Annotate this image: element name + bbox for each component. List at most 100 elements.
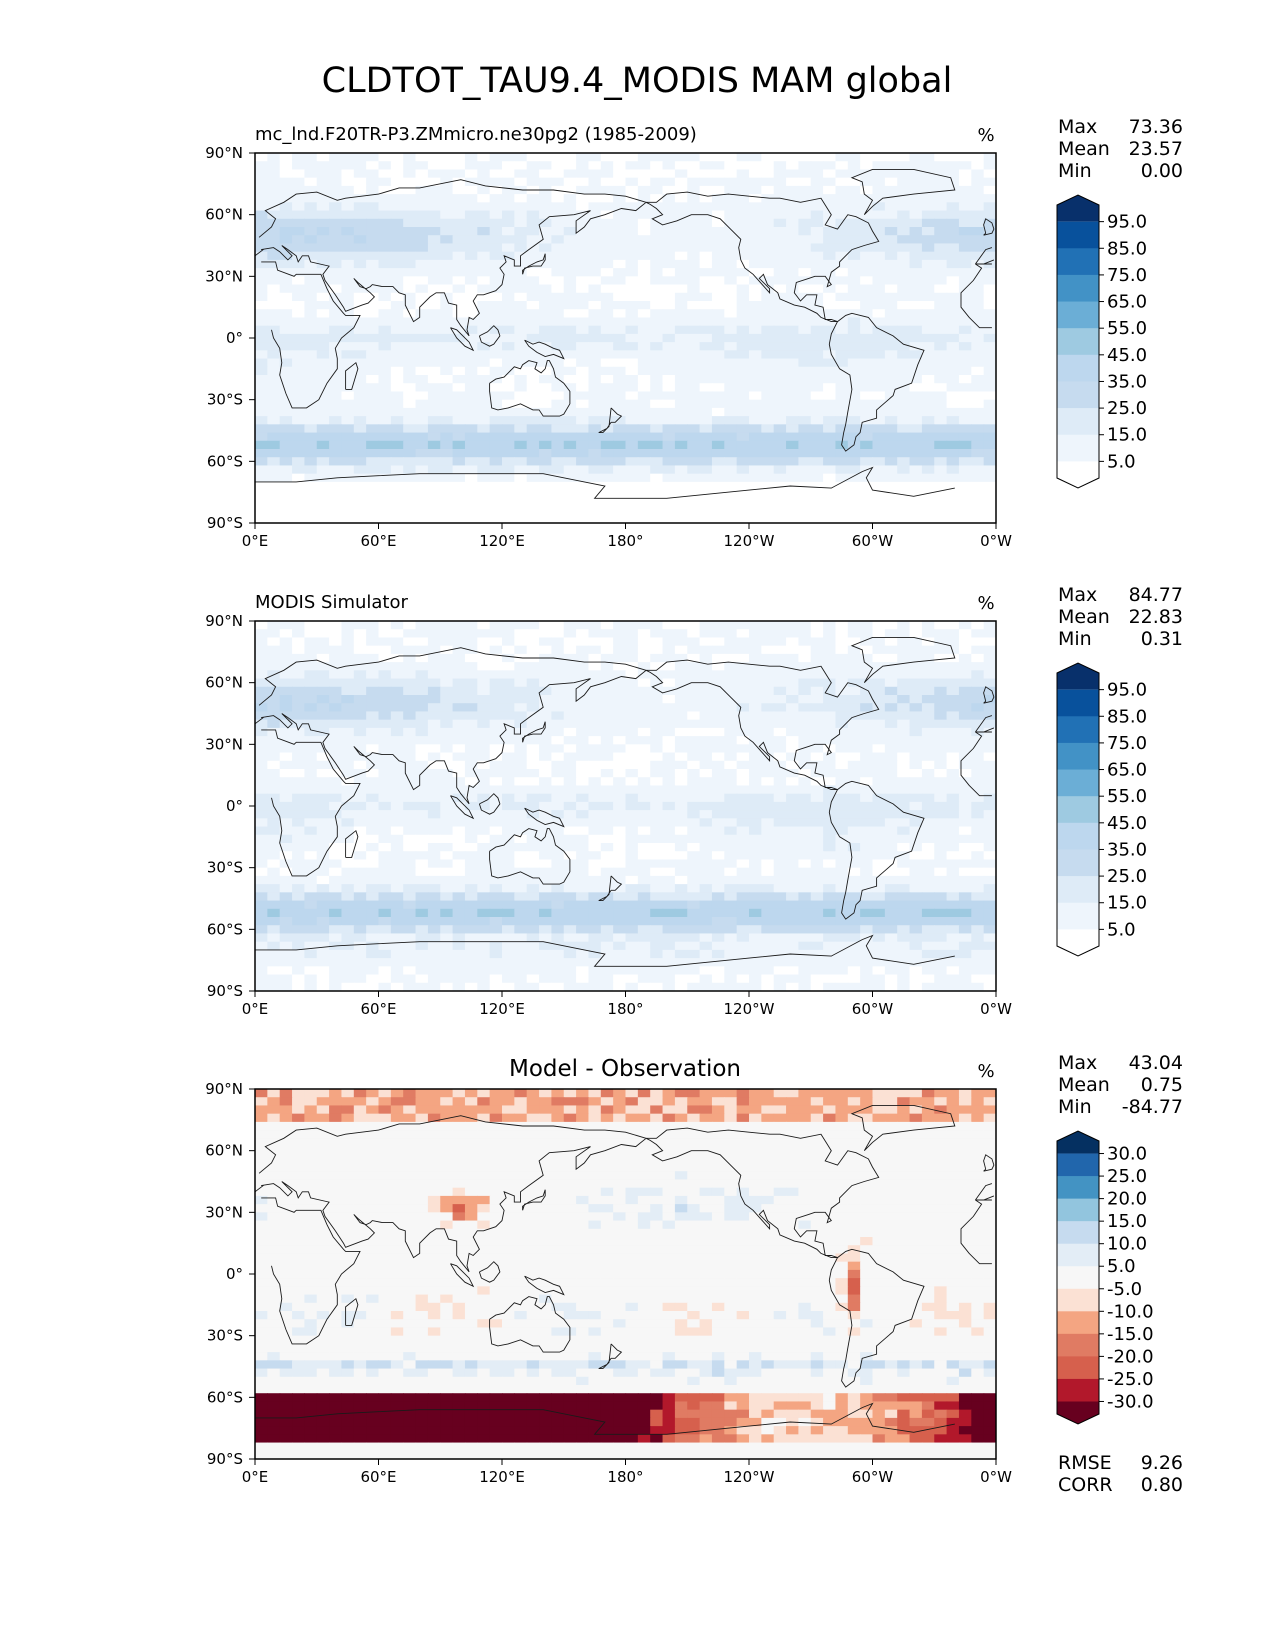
field-cell [440, 662, 454, 671]
field-cell [860, 218, 874, 228]
field-cell [810, 366, 824, 376]
field-cell [526, 317, 540, 327]
field-cell [316, 210, 330, 220]
field-cell [539, 473, 552, 483]
field-cell [884, 153, 898, 162]
field-cell [304, 662, 318, 671]
field-cell [613, 375, 627, 384]
field-cell [514, 629, 528, 639]
field-cell [403, 399, 417, 409]
field-cell [983, 810, 996, 819]
field-cell [514, 185, 528, 195]
field-cell [464, 875, 478, 885]
field-cell [625, 736, 639, 745]
field-cell [390, 481, 404, 491]
field-cell [329, 465, 343, 475]
field-cell [736, 325, 750, 335]
field-cell [267, 235, 281, 245]
field-cell [440, 350, 454, 360]
field-cell [588, 744, 602, 754]
field-cell [650, 892, 664, 902]
field-cell [415, 153, 429, 162]
field-cell [576, 662, 590, 671]
field-cell [687, 177, 701, 187]
field-cell [971, 383, 985, 393]
field-cell [637, 703, 651, 713]
field-cell [724, 867, 738, 877]
field-cell [415, 276, 429, 286]
field-cell [872, 760, 886, 770]
field-cell [835, 843, 849, 852]
field-cell [378, 686, 392, 696]
field-cell [897, 457, 911, 467]
field-cell [761, 867, 775, 877]
field-cell [427, 416, 441, 425]
field-cell [786, 276, 799, 286]
field-cell [514, 695, 528, 704]
field-cell [897, 851, 911, 861]
field-cell [823, 875, 837, 885]
field-cell [255, 769, 268, 778]
field-cell [872, 399, 886, 409]
field-cell [773, 760, 787, 770]
field-cell [440, 153, 454, 162]
field-cell [464, 366, 478, 376]
field-cell [477, 325, 491, 335]
field-cell [477, 235, 491, 245]
field-cell [773, 875, 787, 885]
field-cell [514, 662, 528, 671]
field-cell [255, 711, 268, 721]
field-cell [736, 194, 750, 203]
field-cell [909, 292, 923, 302]
field-cell [613, 424, 627, 434]
field-cell [711, 678, 725, 688]
field-cell [464, 711, 478, 721]
field-cell [699, 292, 713, 302]
field-cell [650, 744, 664, 754]
field-cell [823, 785, 837, 795]
field-cell [773, 884, 787, 893]
field-cell [316, 391, 330, 401]
field-cell [971, 407, 985, 417]
field-cell [267, 194, 281, 203]
field-cell [823, 884, 837, 893]
field-cell [255, 908, 268, 918]
field-cell [860, 843, 874, 852]
field-cell [390, 424, 404, 434]
field-cell [637, 432, 651, 442]
field-cell [810, 908, 824, 918]
colorbar-tick-label: 55.0 [1107, 318, 1147, 339]
field-cell [464, 793, 478, 803]
field-cell [440, 752, 454, 762]
field-cell [526, 736, 540, 745]
field-cell [674, 760, 688, 770]
field-cell [539, 703, 552, 713]
field-cell [304, 161, 318, 171]
field-cell [699, 826, 713, 836]
field-cell [576, 711, 590, 721]
field-cell [958, 268, 972, 277]
field-cell [255, 834, 268, 844]
field-cell [773, 736, 787, 745]
field-cell [860, 727, 874, 737]
field-cell [872, 292, 886, 302]
field-cell [539, 875, 552, 885]
field-cell [304, 875, 318, 885]
field-cell [637, 744, 651, 754]
field-cell [378, 284, 392, 294]
field-cell [341, 153, 355, 162]
field-cell [761, 686, 775, 696]
field-cell [316, 333, 330, 343]
field-cell [897, 251, 911, 261]
field-cell [539, 662, 552, 671]
field-cell [588, 653, 602, 663]
field-cell [489, 350, 503, 360]
field-cell [427, 769, 441, 778]
field-cell [773, 259, 787, 269]
field-cell [711, 719, 725, 729]
field-cell [860, 399, 874, 409]
field-cell [477, 703, 491, 713]
field-cell [724, 185, 738, 195]
field-cell [724, 309, 738, 319]
field-cell [390, 727, 404, 737]
